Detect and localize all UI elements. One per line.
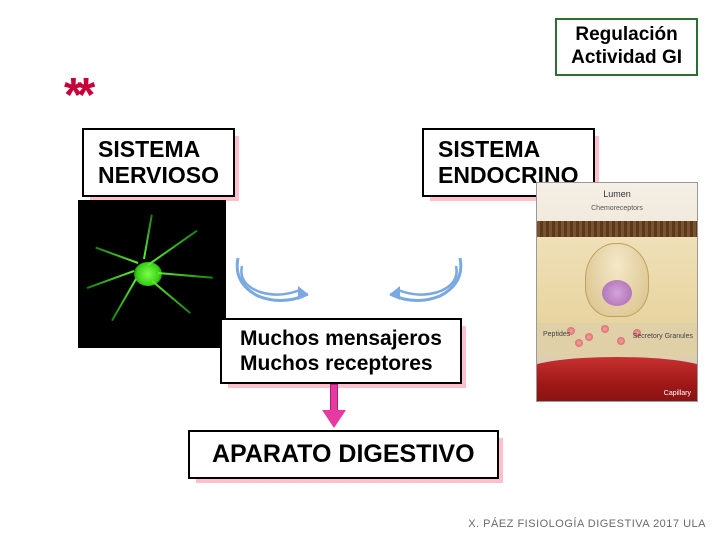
emphasis-stars: **	[64, 68, 89, 123]
dendrite	[158, 272, 213, 279]
neuron-image	[78, 200, 226, 348]
granule	[585, 333, 593, 341]
granule	[601, 325, 609, 333]
nucleus	[602, 280, 632, 306]
chemo-label: Chemoreceptors	[591, 205, 643, 212]
microvilli	[537, 221, 697, 237]
granule-zone	[537, 323, 697, 357]
box-mensajeros: Muchos mensajeros Muchos receptores	[220, 318, 462, 384]
footer-credit: X. PÁEZ FISIOLOGÍA DIGESTIVA 2017 ULA	[468, 518, 706, 530]
granule	[575, 339, 583, 347]
arrow-shaft	[330, 384, 338, 412]
mid-line2: Muchos receptores	[240, 351, 442, 376]
title-line1: Regulación	[571, 24, 682, 47]
peptides-label: Peptides	[543, 331, 570, 338]
title-line2: Actividad GI	[571, 47, 682, 70]
dendrite	[95, 247, 138, 264]
secretory-label: Secretory Granules	[633, 333, 693, 340]
granule	[617, 337, 625, 345]
dendrite	[151, 280, 191, 314]
box-aparato-digestivo: APARATO DIGESTIVO	[188, 430, 499, 479]
swirl-arrow-left	[228, 248, 318, 308]
title-box: Regulación Actividad GI	[555, 18, 698, 76]
swirl-arrow-right	[380, 248, 470, 308]
endocrine-cell-diagram: Lumen Chemoreceptors Peptides Secretory …	[536, 182, 698, 402]
lumen-label: Lumen	[603, 189, 631, 199]
endocrine-cell	[585, 243, 649, 317]
dendrite	[147, 230, 197, 266]
dendrite	[143, 215, 153, 260]
down-arrow	[322, 384, 346, 428]
capillary-label: Capillary	[664, 390, 691, 397]
sys-left-line2: NERVIOSO	[98, 162, 219, 188]
dendrite	[87, 270, 135, 289]
sys-left-line1: SISTEMA	[98, 136, 219, 162]
box-sistema-nervioso: SISTEMA NERVIOSO	[82, 128, 235, 197]
sys-right-line1: SISTEMA	[438, 136, 579, 162]
dendrite	[111, 279, 137, 322]
mid-line1: Muchos mensajeros	[240, 326, 442, 351]
arrow-head	[322, 410, 346, 428]
